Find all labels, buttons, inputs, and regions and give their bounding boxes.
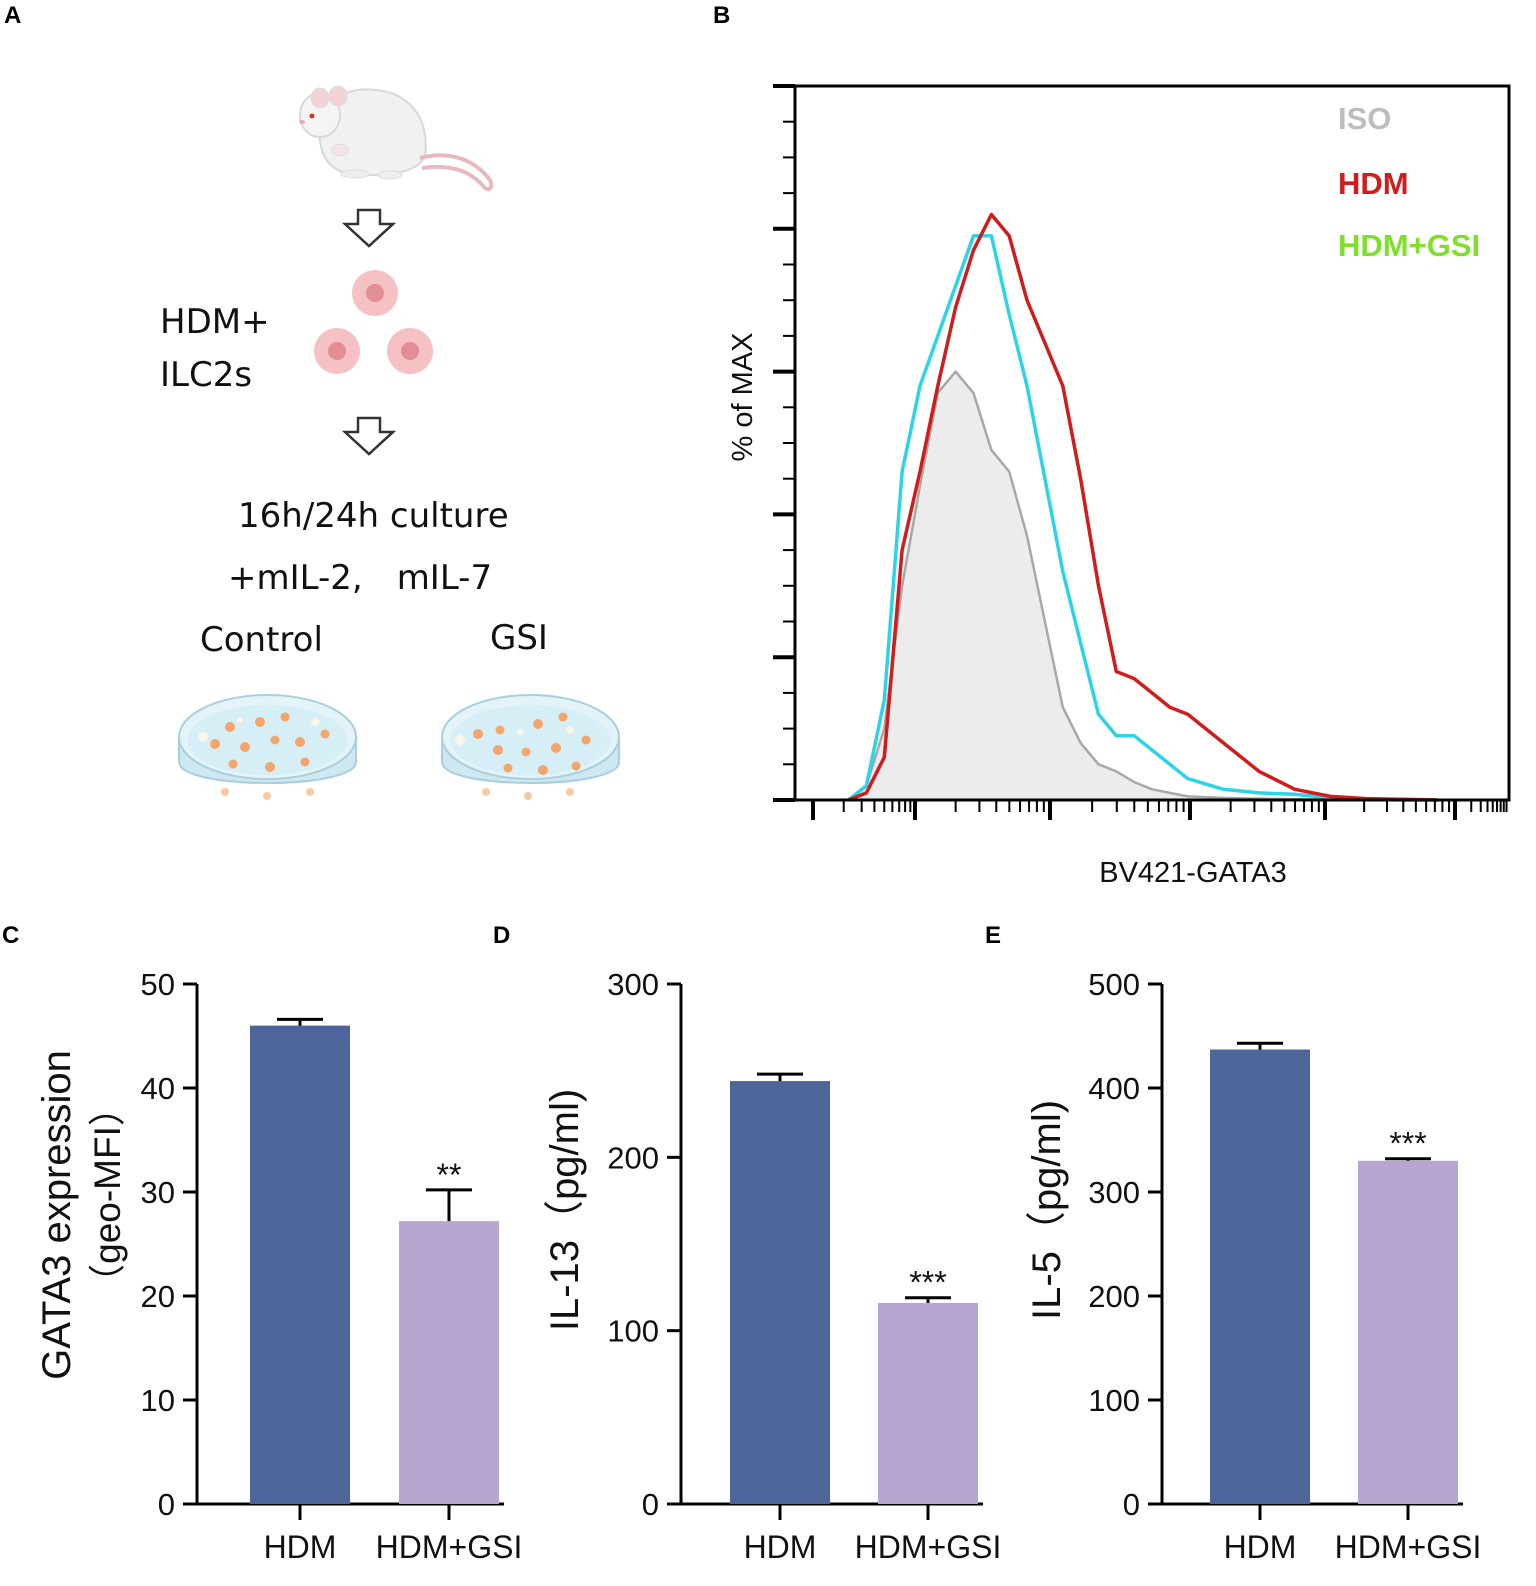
gata3-y-tick-label: 10 <box>141 1383 175 1418</box>
panel-label-b: B <box>713 2 731 29</box>
dish-label-control: Control <box>200 620 323 660</box>
histogram-y-label: % of MAX <box>727 333 759 462</box>
gata3-x-tick-label: HDM <box>264 1529 337 1565</box>
culture-label-line2: +mIL-2, mIL-7 <box>228 558 493 598</box>
il5-x-tick-label: HDM <box>1224 1529 1297 1565</box>
il5-y-tick-label: 300 <box>1088 1175 1140 1210</box>
il5-y-tick-label: 200 <box>1088 1279 1140 1314</box>
histogram-line-hdm <box>847 212 1438 802</box>
legend-hdm-gsi: HDM+GSI <box>1338 228 1481 263</box>
il5-significance-label: *** <box>1389 1126 1426 1162</box>
gata3-y-label-unit: （geo-MFI） <box>87 1089 128 1301</box>
treatment-label-line2: ILC2s <box>160 355 253 395</box>
il13-bar-hdm <box>730 1081 830 1504</box>
legend-iso: ISO <box>1338 101 1392 136</box>
il13-y-tick-label: 0 <box>642 1487 659 1522</box>
gata3-significance-label: ** <box>437 1157 462 1193</box>
il13-significance-label: *** <box>909 1265 946 1301</box>
dish-label-gsi: GSI <box>490 618 548 658</box>
histogram-chart: % of MAX BV421-GATA3 <box>727 84 1511 889</box>
panel-label-a: A <box>4 2 22 29</box>
gata3-y-tick-label: 30 <box>141 1175 175 1210</box>
il5-y-tick-label: 400 <box>1088 1071 1140 1106</box>
gata3-y-tick-label: 0 <box>158 1487 175 1522</box>
mouse-icon <box>299 85 494 192</box>
il13-y-label: IL-13（pg/ml) <box>543 1089 587 1331</box>
gata3-y-tick-label: 40 <box>141 1071 175 1106</box>
il5-y-tick-label: 0 <box>1123 1487 1140 1522</box>
il5-bar-hdm <box>1210 1049 1310 1504</box>
culture-label-line1: 16h/24h culture <box>238 496 509 536</box>
il5-y-tick-label: 100 <box>1088 1383 1140 1418</box>
panel-label-d: D <box>493 922 511 949</box>
il13-x-tick-label: HDM <box>744 1529 817 1565</box>
treatment-label-line1: HDM+ <box>160 302 270 342</box>
il13-y-tick-label: 300 <box>607 967 659 1002</box>
histogram-x-label: BV421-GATA3 <box>1099 857 1287 889</box>
il5-bar-hdm-gsi <box>1358 1160 1458 1504</box>
down-arrow-icon <box>341 208 397 248</box>
gata3-bar-hdm <box>250 1025 350 1504</box>
gata3-bar-hdm-gsi <box>399 1221 499 1504</box>
gata3-y-tick-label: 50 <box>141 967 175 1002</box>
panel-label-c: C <box>2 922 20 949</box>
petri-dish-icon <box>441 694 620 800</box>
histogram-line-hdm-gsi <box>847 234 1438 802</box>
gata3-y-label: GATA3 expression <box>35 1050 79 1380</box>
il13-y-tick-label: 100 <box>607 1314 659 1349</box>
il5-y-label: IL-5（pg/ml) <box>1025 1100 1069 1320</box>
il5-x-tick-label: HDM+GSI <box>1335 1529 1482 1565</box>
petri-dish-icon <box>178 694 357 800</box>
panel-label-e: E <box>985 922 1002 949</box>
il13-y-tick-label: 200 <box>607 1140 659 1175</box>
gata3-y-tick-label: 20 <box>141 1279 175 1314</box>
histogram-area-iso <box>848 371 1438 800</box>
il5-y-tick-label: 500 <box>1088 967 1140 1002</box>
gata3-x-tick-label: HDM+GSI <box>376 1529 523 1565</box>
cell-cluster-icon <box>314 270 433 374</box>
legend-hdm: HDM <box>1338 166 1409 201</box>
il13-bar-hdm-gsi <box>878 1302 978 1504</box>
down-arrow-icon <box>341 416 397 456</box>
il13-x-tick-label: HDM+GSI <box>855 1529 1002 1565</box>
